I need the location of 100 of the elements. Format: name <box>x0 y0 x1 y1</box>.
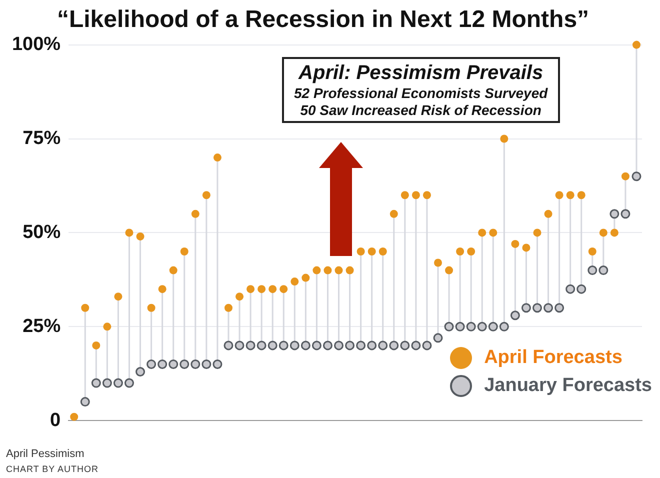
annotation: April: Pessimism Prevails 52 Professional Economists Surveyed 50 Saw Increased Risk of Recession <box>294 61 548 119</box>
point <box>411 340 421 350</box>
point <box>378 340 388 350</box>
point <box>489 228 498 237</box>
point <box>456 247 464 256</box>
point <box>322 340 332 350</box>
point <box>477 322 487 332</box>
point <box>213 154 222 162</box>
point <box>455 322 465 332</box>
point <box>511 240 520 248</box>
y-tick-label: 100% <box>12 34 61 56</box>
point <box>533 228 542 237</box>
point <box>599 228 608 237</box>
point <box>191 210 200 218</box>
point <box>202 359 212 369</box>
point <box>378 247 387 256</box>
point <box>433 333 443 343</box>
point <box>125 228 134 237</box>
point <box>312 340 322 350</box>
point <box>510 310 520 320</box>
point <box>544 210 552 218</box>
point <box>445 266 454 274</box>
point <box>577 191 586 200</box>
point <box>324 266 332 274</box>
point <box>169 266 178 274</box>
point <box>588 266 598 276</box>
point <box>280 285 288 294</box>
point <box>356 340 366 350</box>
point <box>632 172 642 182</box>
point <box>246 340 256 350</box>
point <box>300 340 310 350</box>
point <box>103 322 112 331</box>
point <box>114 292 122 301</box>
point <box>422 340 432 350</box>
point <box>466 322 476 332</box>
point <box>610 209 620 219</box>
point <box>102 378 112 388</box>
point <box>400 340 410 350</box>
point <box>202 191 210 200</box>
point <box>91 378 101 388</box>
point <box>334 266 343 274</box>
text: April Pessimism <box>6 448 84 460</box>
point <box>346 266 354 274</box>
point <box>168 359 178 369</box>
point <box>268 285 277 294</box>
y-tick-label: 75% <box>22 128 61 149</box>
point <box>499 322 509 332</box>
point <box>268 340 278 350</box>
point <box>554 303 564 313</box>
y-tick-label: 50% <box>22 222 61 243</box>
point <box>224 304 232 312</box>
point <box>158 359 168 369</box>
point <box>212 359 222 369</box>
legend-label: January Forecasts <box>484 374 652 397</box>
point <box>610 228 618 237</box>
point <box>532 303 542 313</box>
point <box>224 340 234 350</box>
point <box>598 266 608 276</box>
point <box>190 359 200 369</box>
point <box>136 232 144 240</box>
point <box>180 247 188 256</box>
point <box>124 378 134 388</box>
point <box>620 209 630 219</box>
point <box>180 359 190 369</box>
point <box>522 244 530 252</box>
point <box>390 210 398 218</box>
point <box>478 228 486 237</box>
point <box>136 366 146 376</box>
point <box>92 341 100 350</box>
point <box>488 322 498 332</box>
point <box>81 304 90 312</box>
point <box>236 292 244 301</box>
point <box>345 340 355 350</box>
point <box>302 274 310 282</box>
point <box>146 359 156 369</box>
legend-label: April Forecasts <box>484 346 622 369</box>
point <box>356 247 365 256</box>
point <box>147 304 156 312</box>
point <box>290 278 299 286</box>
point <box>312 266 321 274</box>
point <box>576 284 586 294</box>
point <box>234 340 244 350</box>
point <box>521 303 531 313</box>
point <box>544 303 554 313</box>
point <box>632 40 640 49</box>
point <box>278 340 288 350</box>
text: CHART BY AUTHOR <box>6 464 99 474</box>
point <box>334 340 344 350</box>
point <box>444 322 454 332</box>
point <box>389 340 399 350</box>
point <box>412 191 420 200</box>
point <box>290 340 300 350</box>
point <box>434 258 442 267</box>
point <box>368 247 376 256</box>
point <box>70 412 78 421</box>
point <box>621 172 630 180</box>
point <box>400 191 409 200</box>
point <box>566 191 574 200</box>
y-tick-label: 0 <box>50 410 61 431</box>
chart-title: “Likelihood of a Recession in Next 12 Months” <box>56 6 590 34</box>
